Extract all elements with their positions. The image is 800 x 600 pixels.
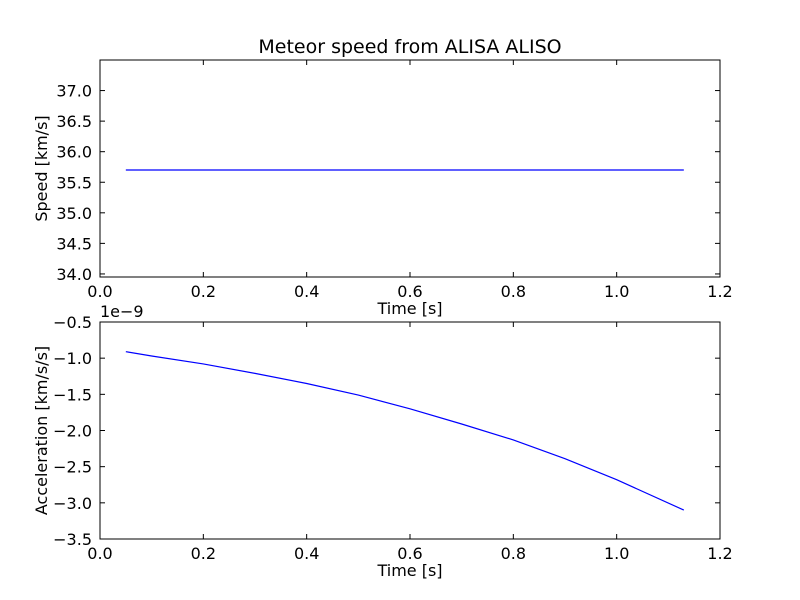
acceleration-x-tick-label: 0.2: [191, 544, 216, 563]
acceleration-x-tick-label: 0.6: [397, 544, 422, 563]
speed-y-axis-label: Speed [km/s]: [32, 115, 51, 221]
acceleration-subplot: 0.0 0.2 0.4 0.6 0.8 1.0 1.2 −3.5 −3.0 −2.5 −2.0 −1.…: [32, 302, 733, 580]
acceleration-y-tick-label: −0.5: [53, 313, 92, 332]
acceleration-y-tick-label: −2.0: [53, 422, 92, 441]
acceleration-x-tick-label: 0.0: [87, 544, 112, 563]
speed-subplot: 0.0 0.2 0.4 0.6 0.8 1.0 1.2 34.0 34.5 35.0 35.5 36.…: [32, 59, 733, 318]
chart-title: Meteor speed from ALISA ALISO: [258, 36, 561, 58]
speed-y-tick-label: 37.0: [56, 82, 92, 101]
speed-y-tick-label: 36.5: [56, 112, 92, 131]
speed-y-tick-label: 36.0: [56, 143, 92, 162]
speed-y-tick-label: 35.0: [56, 204, 92, 223]
speed-x-tick-label: 0.4: [294, 282, 319, 301]
speed-x-tick-label: 0.0: [87, 282, 112, 301]
acceleration-x-axis-label: Time [s]: [376, 561, 442, 580]
acceleration-y-offset-label: 1e−9: [100, 302, 144, 321]
acceleration-x-tick-label: 0.4: [294, 544, 319, 563]
acceleration-x-tick-label: 1.0: [604, 544, 629, 563]
acceleration-y-axis-label: Acceleration [km/s/s]: [32, 346, 51, 515]
speed-y-tick-label: 34.5: [56, 234, 92, 253]
acceleration-x-tick-label: 1.2: [707, 544, 732, 563]
speed-x-tick-label: 0.8: [501, 282, 526, 301]
acceleration-y-tick-label: −2.5: [53, 458, 92, 477]
speed-x-tick-label: 0.2: [191, 282, 216, 301]
acceleration-y-tick-label: −1.5: [53, 385, 92, 404]
acceleration-y-tick-label: −3.0: [53, 494, 92, 513]
speed-x-axis-label: Time [s]: [376, 299, 442, 318]
acceleration-series-line: [125, 351, 685, 511]
acceleration-x-tick-label: 0.8: [501, 544, 526, 563]
speed-x-tick-label: 1.2: [707, 282, 732, 301]
speed-x-tick-label: 0.6: [397, 282, 422, 301]
acceleration-y-tick-label: −1.0: [53, 349, 92, 368]
speed-x-tick-label: 1.0: [604, 282, 629, 301]
speed-y-tick-label: 34.0: [56, 265, 92, 284]
speed-y-tick-label: 35.5: [56, 173, 92, 192]
acceleration-y-tick-label: −3.5: [53, 530, 92, 549]
